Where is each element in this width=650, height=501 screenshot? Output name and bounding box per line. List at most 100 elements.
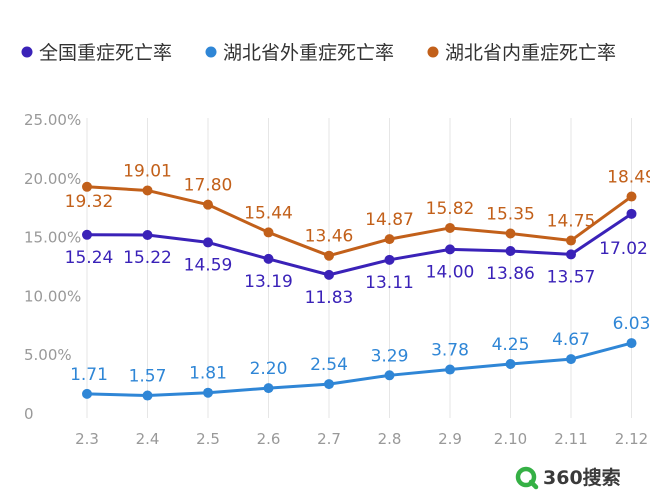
series-layer: 15.24 15.22 14.59 13.19 11.83 13.11 14.00 13.86… <box>65 161 650 401</box>
grid-lines <box>86 118 632 418</box>
data-point[interactable] <box>566 235 576 246</box>
data-point[interactable] <box>505 228 516 239</box>
x-tick-label: 2.5 <box>196 430 220 448</box>
data-label: 15.22 <box>123 248 172 268</box>
data-label: 1.57 <box>129 367 167 387</box>
data-label: 2.54 <box>310 355 348 375</box>
legend: 全国重症死亡率 湖北省外重症死亡率 湖北省内重症死亡率 <box>21 42 617 64</box>
data-point[interactable] <box>203 199 213 210</box>
data-point[interactable] <box>445 244 455 255</box>
legend-marker <box>205 46 217 58</box>
x-tick-label: 2.11 <box>554 430 587 448</box>
x-tick-label: 2.12 <box>615 430 648 448</box>
data-label: 19.01 <box>123 161 172 181</box>
data-label: 1.81 <box>189 364 227 384</box>
data-point[interactable] <box>445 364 455 375</box>
x-tick-label: 2.9 <box>438 430 462 448</box>
data-label: 6.03 <box>613 314 650 334</box>
x-tick-label: 2.8 <box>378 430 402 448</box>
brand-watermark: 360搜索 <box>515 466 621 490</box>
data-point[interactable] <box>142 230 153 241</box>
x-axis: 2.3 2.4 2.5 2.6 2.7 2.8 2.9 2.10 2.11 2.12 <box>75 430 648 448</box>
data-point[interactable] <box>384 254 395 265</box>
x-tick-label: 2.10 <box>494 430 527 448</box>
brand-text: 360搜索 <box>543 466 621 489</box>
data-label: 4.67 <box>552 330 590 350</box>
y-tick-label: 10.00% <box>24 287 81 305</box>
legend-item[interactable]: 湖北省外重症死亡率 <box>205 42 395 64</box>
data-point[interactable] <box>263 383 274 394</box>
data-label: 11.83 <box>305 288 354 308</box>
data-point[interactable] <box>82 388 92 399</box>
legend-marker <box>427 46 439 58</box>
brand-logo-tail <box>528 479 539 490</box>
legend-item[interactable]: 全国重症死亡率 <box>21 42 173 64</box>
data-label: 19.32 <box>65 192 114 212</box>
data-label: 14.00 <box>426 262 475 282</box>
data-point[interactable] <box>324 269 334 280</box>
data-point[interactable] <box>263 253 274 264</box>
data-point[interactable] <box>203 237 213 248</box>
series-line <box>85 212 633 277</box>
legend-item[interactable]: 湖北省内重症死亡率 <box>427 42 617 64</box>
data-label: 13.57 <box>547 267 596 287</box>
data-label: 14.87 <box>365 210 414 230</box>
data-point[interactable] <box>142 390 153 401</box>
y-tick-label: 20.00% <box>24 170 81 188</box>
data-label: 2.20 <box>250 359 288 379</box>
x-tick-label: 2.4 <box>136 430 160 448</box>
data-point[interactable] <box>626 338 637 349</box>
brand-logo-icon <box>515 466 537 488</box>
data-point[interactable] <box>445 222 455 233</box>
data-label: 14.75 <box>547 212 596 232</box>
x-tick-label: 2.3 <box>75 430 99 448</box>
data-point[interactable] <box>566 354 576 365</box>
data-label: 15.44 <box>244 203 293 223</box>
data-point[interactable] <box>203 387 213 398</box>
data-point[interactable] <box>505 359 516 370</box>
y-tick-label: 25.00% <box>24 111 81 129</box>
data-point[interactable] <box>82 229 92 240</box>
data-label: 3.29 <box>371 346 409 366</box>
data-label: 1.71 <box>70 365 108 385</box>
data-point[interactable] <box>505 246 516 257</box>
y-tick-label: 5.00% <box>24 346 72 364</box>
data-label: 4.25 <box>492 335 530 355</box>
data-label: 15.82 <box>426 199 475 219</box>
x-tick-label: 2.7 <box>317 430 341 448</box>
legend-label: 湖北省内重症死亡率 <box>445 42 616 64</box>
data-point[interactable] <box>263 227 274 238</box>
series-group: 1.71 1.57 1.81 2.20 2.54 3.29 3.78 4.25 4.67 6.03 <box>70 314 650 401</box>
legend-label: 全国重症死亡率 <box>39 42 172 64</box>
data-point[interactable] <box>324 379 334 390</box>
series-line <box>85 341 633 398</box>
data-label: 17.02 <box>599 239 648 259</box>
data-label: 14.59 <box>184 255 233 275</box>
x-tick-label: 2.6 <box>257 430 281 448</box>
data-label: 13.11 <box>365 273 414 293</box>
data-point[interactable] <box>142 185 153 196</box>
data-point[interactable] <box>566 249 576 260</box>
data-label: 15.24 <box>65 248 114 268</box>
data-label: 13.19 <box>244 272 293 292</box>
data-point[interactable] <box>82 181 92 192</box>
legend-marker <box>21 46 33 58</box>
series-group: 19.32 19.01 17.80 15.44 13.46 14.87 15.82 15.35… <box>65 161 650 261</box>
data-point[interactable] <box>626 191 637 202</box>
y-tick-label: 15.00% <box>24 229 81 247</box>
data-label: 3.78 <box>431 341 469 361</box>
data-label: 17.80 <box>184 176 233 196</box>
data-label: 13.86 <box>486 264 535 284</box>
data-point[interactable] <box>384 234 395 245</box>
series-group: 15.24 15.22 14.59 13.19 11.83 13.11 14.00 13.86… <box>65 208 648 308</box>
y-axis: 0 5.00% 10.00% 15.00% 20.00% 25.00% <box>24 111 81 423</box>
data-label: 15.35 <box>486 204 535 224</box>
data-point[interactable] <box>626 208 637 219</box>
data-label: 18.49 <box>607 168 650 188</box>
data-point[interactable] <box>384 370 395 381</box>
data-point[interactable] <box>324 250 334 261</box>
y-tick-label: 0 <box>24 405 34 423</box>
legend-label: 湖北省外重症死亡率 <box>223 42 394 64</box>
